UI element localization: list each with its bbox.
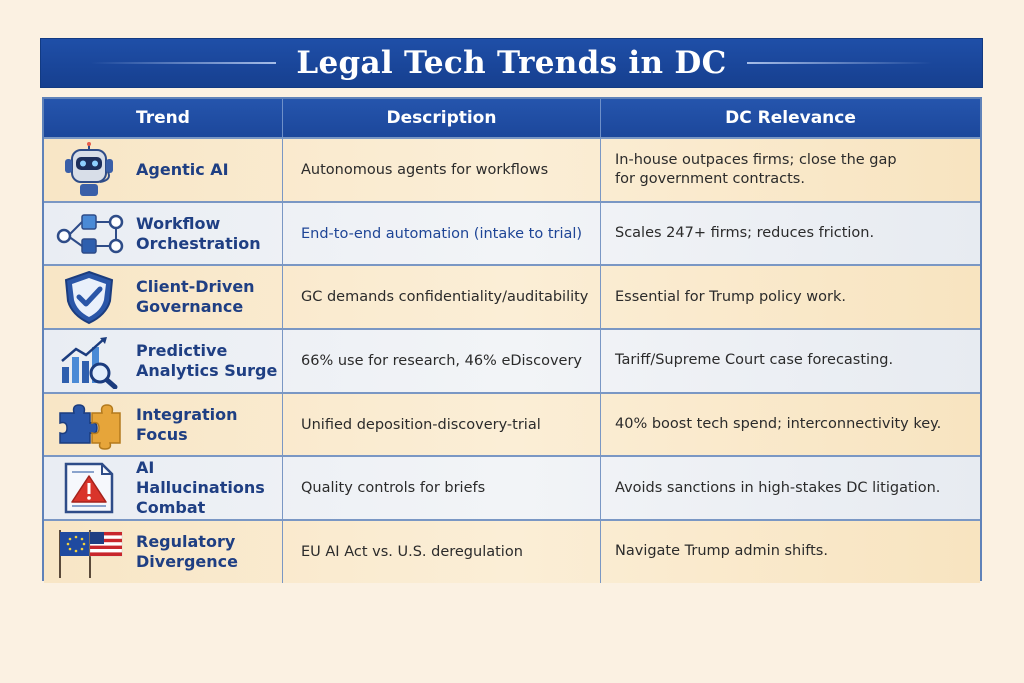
trend-name: Workflow Orchestration	[136, 213, 261, 253]
description-cell: 66% use for research, 46% eDiscovery	[282, 330, 600, 392]
trend-cell: Workflow Orchestration	[44, 203, 282, 265]
relevance-cell: 40% boost tech spend; interconnectivity …	[600, 393, 980, 456]
trend-cell: Integration Focus	[44, 394, 282, 456]
table-row: AI Hallucinations Combat Quality control…	[44, 455, 980, 520]
table-row: Client-Driven Governance GC demands conf…	[44, 264, 980, 329]
trend-cell: Agentic AI	[44, 139, 282, 201]
trend-cell: Regulatory Divergence	[44, 521, 282, 583]
trends-table: Trend Description DC Relevance Agentic A…	[42, 97, 982, 583]
trend-name: AI Hallucinations Combat	[136, 458, 265, 518]
table-row: Agentic AI Autonomous agents for workflo…	[44, 137, 980, 201]
trend-cell: Predictive Analytics Surge	[44, 330, 282, 392]
trend-name: Predictive Analytics Surge	[136, 340, 278, 380]
description-cell: Autonomous agents for workflows	[282, 139, 600, 201]
trend-name: Client-Driven Governance	[136, 277, 255, 317]
relevance-cell: Essential for Trump policy work.	[600, 266, 980, 329]
table-row: Workflow Orchestration End-to-end automa…	[44, 200, 980, 265]
header-description: Description	[282, 99, 600, 137]
trend-name: Integration Focus	[136, 404, 238, 444]
header-trend: Trend	[136, 108, 190, 128]
title-decoration-left	[91, 62, 277, 64]
warning-document-icon	[64, 463, 114, 514]
robot-icon	[65, 141, 113, 196]
description-cell: End-to-end automation (intake to trial)	[282, 202, 600, 265]
relevance-cell: Navigate Trump admin shifts.	[600, 521, 980, 583]
table-row: Regulatory Divergence EU AI Act vs. U.S.…	[44, 519, 980, 583]
relevance-cell: In-house outpaces firms; close the gap f…	[600, 139, 980, 201]
chart-magnifier-icon	[61, 336, 118, 389]
shield-check-icon	[64, 271, 114, 325]
trend-name: Agentic AI	[136, 159, 229, 179]
description-cell: GC demands confidentiality/auditability	[282, 266, 600, 329]
table-header-row: Trend Description DC Relevance	[44, 99, 980, 137]
title-banner: Legal Tech Trends in DC	[40, 38, 983, 88]
relevance-cell: Scales 247+ firms; reduces friction.	[600, 202, 980, 265]
table-row: Integration Focus Unified deposition-dis…	[44, 391, 980, 456]
trend-cell: Client-Driven Governance	[44, 266, 282, 328]
table-row: Predictive Analytics Surge 66% use for r…	[44, 328, 980, 392]
page-title: Legal Tech Trends in DC	[296, 45, 727, 81]
description-cell: Unified deposition-discovery-trial	[282, 393, 600, 456]
relevance-cell: Avoids sanctions in high-stakes DC litig…	[600, 457, 980, 520]
trend-cell: AI Hallucinations Combat	[44, 457, 282, 519]
puzzle-icon	[59, 403, 121, 450]
eu-us-flags-icon	[59, 529, 123, 578]
title-decoration-right	[746, 62, 932, 64]
description-cell: Quality controls for briefs	[282, 457, 600, 520]
workflow-diagram-icon	[56, 213, 124, 254]
trend-name: Regulatory Divergence	[136, 531, 238, 571]
relevance-cell: Tariff/Supreme Court case forecasting.	[600, 330, 980, 392]
description-cell: EU AI Act vs. U.S. deregulation	[282, 521, 600, 583]
header-dc-relevance: DC Relevance	[600, 99, 980, 137]
